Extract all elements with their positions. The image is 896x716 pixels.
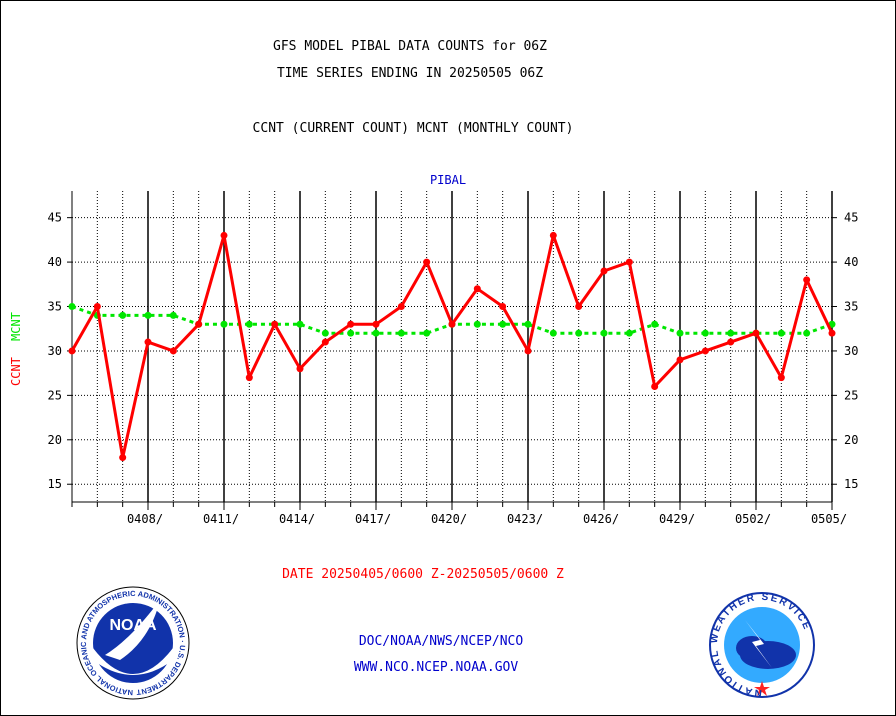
ylabel-ccnt: CCNT (9, 357, 23, 386)
x-tick-label-0505: 0505/ (811, 512, 847, 526)
x-tick-label-0414: 0414/ (279, 512, 315, 526)
point-mcnt-0417 (372, 329, 380, 337)
point-mcnt-0428 (651, 320, 659, 328)
point-ccnt-0425 (575, 303, 583, 311)
point-mcnt-0504 (803, 329, 811, 337)
point-ccnt-0413 (271, 320, 279, 328)
point-ccnt-0503 (777, 374, 785, 382)
y-tick-label-left-25: 25 (48, 388, 62, 402)
point-ccnt-0417 (372, 320, 380, 328)
x-tick-label-0417: 0417/ (355, 512, 391, 526)
point-mcnt-0405 (68, 303, 76, 311)
y-tick-label-right-15: 15 (844, 477, 858, 491)
y-tick-label-right-40: 40 (844, 255, 858, 269)
y-tick-label-left-40: 40 (48, 255, 62, 269)
point-mcnt-0412 (245, 320, 253, 328)
point-mcnt-0421 (473, 320, 481, 328)
point-ccnt-0420 (448, 320, 456, 328)
date-range: DATE 20250405/0600 Z-20250505/0600 Z (282, 567, 564, 582)
x-tick-label-0426: 0426/ (583, 512, 619, 526)
y-tick-label-right-20: 20 (844, 433, 858, 447)
point-ccnt-0405 (68, 347, 76, 355)
y-tick-label-right-35: 35 (844, 300, 858, 314)
y-tick-label-left-45: 45 (48, 211, 62, 225)
noaa-logo: NOAA NATIONAL OCEANIC AND ATMOSPHERIC AD… (0, 0, 190, 700)
title-line1: GFS MODEL PIBAL DATA COUNTS for 06Z (273, 39, 547, 54)
point-ccnt-0429 (676, 356, 684, 364)
y-tick-label-left-15: 15 (48, 477, 62, 491)
x-tick-label-0429: 0429/ (659, 512, 695, 526)
point-mcnt-0427 (625, 329, 633, 337)
y-tick-label-left-20: 20 (48, 433, 62, 447)
point-ccnt-0409 (169, 347, 177, 355)
y-tick-label-left-35: 35 (48, 300, 62, 314)
point-ccnt-0418 (397, 303, 405, 311)
x-tick-label-0408: 0408/ (127, 512, 163, 526)
point-ccnt-0414 (296, 365, 304, 373)
point-mcnt-0501 (727, 329, 735, 337)
point-mcnt-0411 (220, 320, 228, 328)
x-tick-label-0502: 0502/ (735, 512, 771, 526)
point-ccnt-0415 (321, 338, 329, 346)
nws-logo: NATIONAL WEATHER SERVICE (709, 592, 815, 698)
point-ccnt-0423 (524, 347, 532, 355)
point-mcnt-0424 (549, 329, 557, 337)
point-ccnt-0428 (651, 382, 659, 390)
point-ccnt-0408 (144, 338, 152, 346)
point-ccnt-0416 (347, 320, 355, 328)
point-mcnt-0407 (119, 311, 127, 319)
y-tick-label-right-25: 25 (844, 388, 858, 402)
point-ccnt-0502 (752, 329, 760, 337)
point-ccnt-0505 (828, 329, 836, 337)
plot-area: 15 15 20 20 25 25 30 30 35 35 40 40 45 45 0408/0411/04… (48, 191, 858, 526)
point-mcnt-0423 (524, 320, 532, 328)
point-ccnt-0410 (195, 320, 203, 328)
point-mcnt-0409 (169, 311, 177, 319)
point-mcnt-0408 (144, 311, 152, 319)
x-tick-label-0411: 0411/ (203, 512, 239, 526)
plot-title: PIBAL (430, 173, 466, 187)
point-mcnt-0416 (347, 329, 355, 337)
point-ccnt-0504 (803, 276, 811, 284)
y-tick-label-left-30: 30 (48, 344, 62, 358)
point-mcnt-0426 (600, 329, 608, 337)
point-ccnt-0411 (220, 231, 228, 239)
point-mcnt-0419 (423, 329, 431, 337)
x-tick-label-0423: 0423/ (507, 512, 543, 526)
point-ccnt-0426 (600, 267, 608, 275)
point-ccnt-0412 (245, 374, 253, 382)
title-line2: TIME SERIES ENDING IN 20250505 06Z (277, 66, 543, 81)
point-mcnt-0503 (777, 329, 785, 337)
subtitle: CCNT (CURRENT COUNT) MCNT (MONTHLY COUNT… (253, 121, 574, 136)
point-mcnt-0429 (676, 329, 684, 337)
point-ccnt-0421 (473, 285, 481, 293)
org-link[interactable]: DOC/NOAA/NWS/NCEP/NCO (359, 634, 524, 649)
point-ccnt-0424 (549, 231, 557, 239)
noaa-ring-text: NATIONAL OCEANIC AND ATMOSPHERIC ADMINIS… (0, 0, 187, 697)
noaa-logo-text: NOAA (109, 617, 157, 634)
point-ccnt-0407 (119, 454, 127, 462)
point-ccnt-0422 (499, 303, 507, 311)
svg-text:NATIONAL OCEANIC AND ATMOSPHER: NATIONAL OCEANIC AND ATMOSPHERIC ADMINIS… (0, 0, 187, 697)
point-ccnt-0427 (625, 258, 633, 266)
point-ccnt-0501 (727, 338, 735, 346)
point-mcnt-0418 (397, 329, 405, 337)
point-ccnt-0406 (93, 303, 101, 311)
y-tick-label-right-30: 30 (844, 344, 858, 358)
ylabel-mcnt: MCNT (9, 312, 23, 341)
point-mcnt-0422 (499, 320, 507, 328)
point-mcnt-0414 (296, 320, 304, 328)
point-mcnt-0415 (321, 329, 329, 337)
site-link[interactable]: WWW.NCO.NCEP.NOAA.GOV (354, 660, 519, 675)
point-mcnt-0425 (575, 329, 583, 337)
y-tick-label-right-45: 45 (844, 211, 858, 225)
point-mcnt-0430 (701, 329, 709, 337)
x-tick-label-0420: 0420/ (431, 512, 467, 526)
point-ccnt-0419 (423, 258, 431, 266)
point-ccnt-0430 (701, 347, 709, 355)
